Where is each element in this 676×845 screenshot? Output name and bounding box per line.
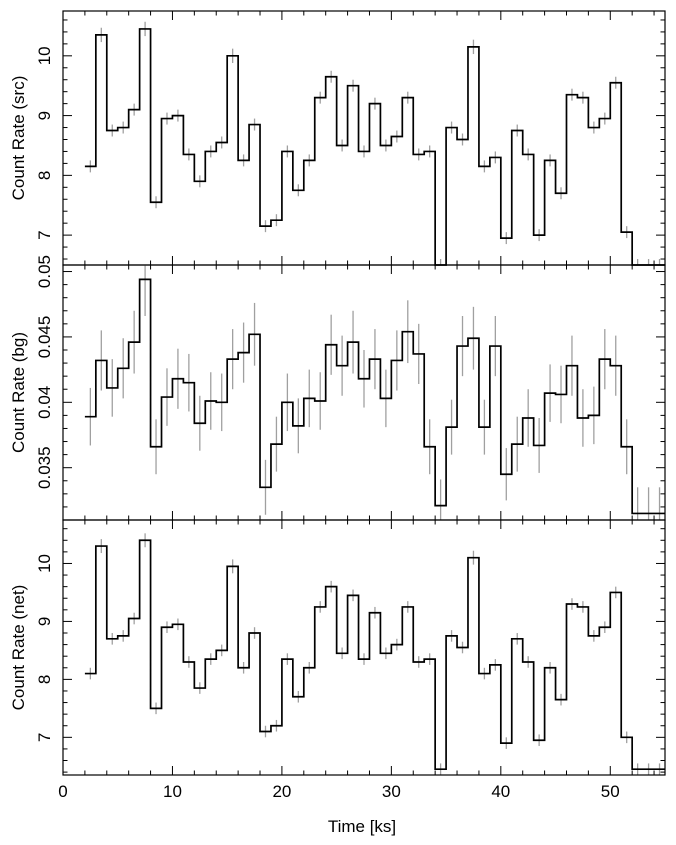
light-curve-step <box>84 539 665 771</box>
y-tick-label: 7 <box>35 733 54 742</box>
y-tick-label: 0.04 <box>35 386 54 419</box>
x-tick-label: 50 <box>601 782 620 801</box>
y-tick-label: 9 <box>35 111 54 120</box>
x-tick-label: 10 <box>163 782 182 801</box>
y-tick-label: 0.035 <box>35 446 54 489</box>
light-curve-step <box>84 278 665 515</box>
panel-bg: 0.035 0.04 0.045 0.05 Count Rate (bg) <box>9 255 666 521</box>
y-tick-label: 8 <box>35 675 54 684</box>
y-tick-label: 9 <box>35 617 54 626</box>
y-tick-label: 10 <box>35 554 54 573</box>
y-tick-label: 7 <box>35 230 54 239</box>
y-axis-title: Count Rate (src) <box>9 76 28 201</box>
y-tick-label: 8 <box>35 171 54 180</box>
y-axis-title: Count Rate (net) <box>9 585 28 711</box>
x-tick-label: 0 <box>58 782 67 801</box>
y-tick-label: 0.05 <box>35 255 54 288</box>
panel-frame <box>62 519 666 776</box>
panel-net: 7 8 9 10 Count Rate (net) 0 10 20 30 40 50 <box>9 519 666 801</box>
y-axis-title: Count Rate (bg) <box>9 332 28 453</box>
light-curve-step <box>84 28 665 266</box>
x-tick-label: 30 <box>382 782 401 801</box>
x-axis-title: Time [ks] <box>328 817 396 836</box>
panel-src: 7 8 9 10 Count Rate (src) <box>9 10 666 266</box>
x-tick-label: 20 <box>272 782 291 801</box>
y-tick-label: 0.045 <box>35 316 54 359</box>
y-tick-label: 10 <box>35 46 54 65</box>
x-tick-label: 40 <box>491 782 510 801</box>
